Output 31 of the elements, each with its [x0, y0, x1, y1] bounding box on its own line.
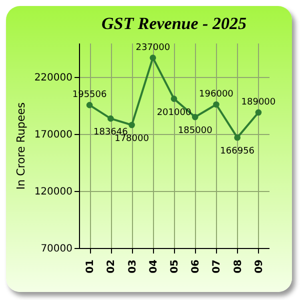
point: [234, 134, 240, 141]
x-tick-label: 04: [148, 259, 160, 274]
point: [86, 102, 93, 108]
x-tick-label: 06: [190, 259, 202, 274]
point: [255, 109, 262, 116]
data-label: 166956: [220, 146, 255, 157]
x-tick-label: 09: [254, 259, 265, 274]
point: [192, 114, 198, 120]
chart-title: GST Revenue - 2025: [102, 14, 247, 33]
x-tick-label: 08: [232, 259, 244, 274]
y-tick-label: 70000: [40, 244, 72, 254]
y-axis-title: In Crore Rupees: [14, 102, 28, 190]
x-tick-label: 02: [106, 259, 118, 274]
data-label: 185000: [178, 126, 213, 136]
point: [213, 101, 220, 108]
x-tick-label: 05: [170, 259, 180, 274]
data-label: 189000: [241, 97, 276, 108]
point: [170, 96, 178, 102]
x-tick-label: 01: [85, 259, 96, 274]
data-label: 178000: [114, 134, 150, 144]
data-label: 201000: [156, 108, 192, 118]
point: [108, 115, 114, 122]
point: [150, 54, 156, 61]
data-label: 196000: [199, 90, 234, 100]
y-tick-label: 120000: [34, 186, 72, 198]
y-tick-label: 220000: [34, 72, 72, 84]
x-tick-label: 07: [212, 259, 223, 274]
data-label: 237000: [136, 42, 170, 53]
x-tick-label: 03: [127, 259, 138, 274]
point: [128, 122, 135, 128]
y-tick-label: 170000: [34, 130, 72, 141]
